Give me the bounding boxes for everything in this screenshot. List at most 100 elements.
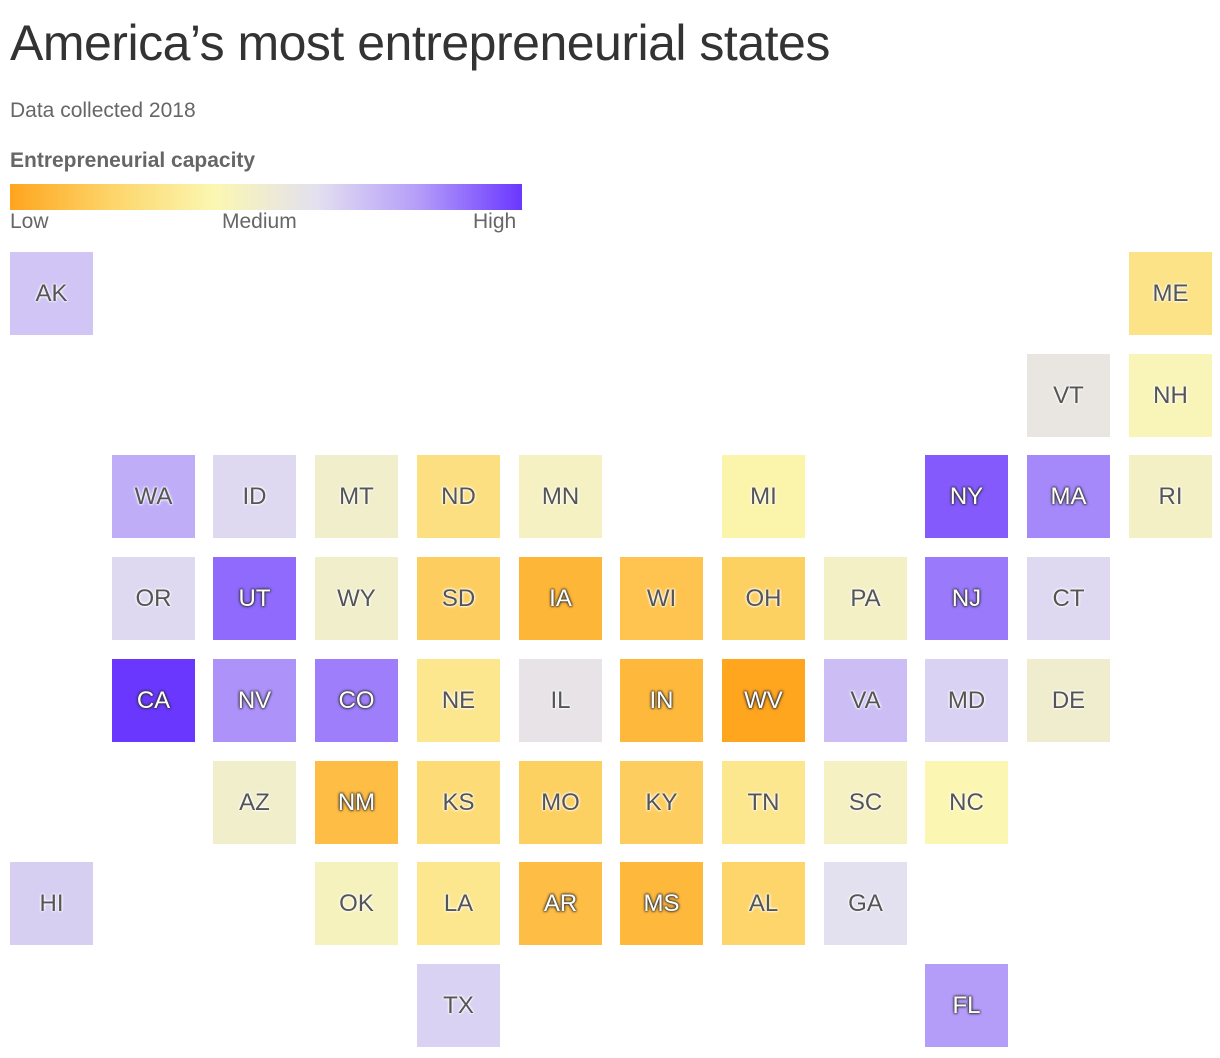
state-tile-wa: WA xyxy=(112,455,195,538)
state-tile-id: ID xyxy=(213,455,296,538)
state-tile-sc: SC xyxy=(824,761,907,844)
state-tile-al: AL xyxy=(722,862,805,945)
state-tile-sd: SD xyxy=(417,557,500,640)
state-label: SD xyxy=(441,584,476,612)
legend-title: Entrepreneurial capacity xyxy=(10,149,256,172)
state-label: MS xyxy=(643,889,680,917)
state-tile-mo: MO xyxy=(519,761,602,844)
state-tile-wy: WY xyxy=(315,557,398,640)
state-label: KS xyxy=(442,788,475,816)
state-tile-fl: FL xyxy=(925,964,1008,1047)
state-tile-az: AZ xyxy=(213,761,296,844)
state-tile-ia: IA xyxy=(519,557,602,640)
state-label: MO xyxy=(541,788,580,816)
state-tile-ak: AK xyxy=(10,252,93,335)
state-label: GA xyxy=(848,889,883,917)
state-label: LA xyxy=(443,889,474,917)
state-tile-vt: VT xyxy=(1027,354,1110,437)
state-tile-la: LA xyxy=(417,862,500,945)
state-label: MI xyxy=(750,482,777,510)
state-tile-mi: MI xyxy=(722,455,805,538)
state-label: IN xyxy=(649,686,674,714)
state-label: AK xyxy=(35,279,68,307)
chart-title: America’s most entrepreneurial states xyxy=(10,15,830,71)
state-label: WV xyxy=(744,686,783,714)
state-tile-ne: NE xyxy=(417,659,500,742)
state-label: CO xyxy=(338,686,375,714)
state-label: AL xyxy=(748,889,779,917)
state-tile-ca: CA xyxy=(112,659,195,742)
state-tile-or: OR xyxy=(112,557,195,640)
chart-subtitle: Data collected 2018 xyxy=(10,99,196,122)
state-label: WI xyxy=(646,584,677,612)
state-tile-md: MD xyxy=(925,659,1008,742)
legend-label-medium: Medium xyxy=(222,210,297,233)
state-label: MD xyxy=(947,686,986,714)
state-tile-de: DE xyxy=(1027,659,1110,742)
state-label: VT xyxy=(1053,381,1084,409)
state-label: TN xyxy=(747,788,780,816)
state-tile-ar: AR xyxy=(519,862,602,945)
state-label: NC xyxy=(949,788,984,816)
state-label: OK xyxy=(339,889,374,917)
state-label: AR xyxy=(543,889,578,917)
state-label: CA xyxy=(136,686,171,714)
state-label: ME xyxy=(1152,279,1189,307)
state-label: CT xyxy=(1052,584,1085,612)
state-tile-va: VA xyxy=(824,659,907,742)
state-tile-nm: NM xyxy=(315,761,398,844)
legend-label-low: Low xyxy=(10,210,49,233)
state-tile-ms: MS xyxy=(620,862,703,945)
state-tile-co: CO xyxy=(315,659,398,742)
state-label: UT xyxy=(238,584,271,612)
state-label: NJ xyxy=(951,584,982,612)
state-tile-oh: OH xyxy=(722,557,805,640)
state-tile-in: IN xyxy=(620,659,703,742)
state-tile-ct: CT xyxy=(1027,557,1110,640)
state-tile-nj: NJ xyxy=(925,557,1008,640)
state-label: VA xyxy=(850,686,881,714)
state-tile-hi: HI xyxy=(10,862,93,945)
state-tile-wv: WV xyxy=(722,659,805,742)
state-label: TX xyxy=(443,991,474,1019)
state-tile-il: IL xyxy=(519,659,602,742)
state-tile-ok: OK xyxy=(315,862,398,945)
state-label: FL xyxy=(952,991,981,1019)
state-label: ND xyxy=(441,482,476,510)
state-tile-ky: KY xyxy=(620,761,703,844)
state-tile-ga: GA xyxy=(824,862,907,945)
state-label: IA xyxy=(549,584,572,612)
state-label: SC xyxy=(848,788,883,816)
state-label: NH xyxy=(1153,381,1188,409)
legend-color-scale xyxy=(10,184,522,210)
state-tile-ut: UT xyxy=(213,557,296,640)
state-label: DE xyxy=(1051,686,1086,714)
state-tile-ma: MA xyxy=(1027,455,1110,538)
state-tile-tn: TN xyxy=(722,761,805,844)
state-label: WY xyxy=(337,584,376,612)
state-tile-ri: RI xyxy=(1129,455,1212,538)
state-tile-nc: NC xyxy=(925,761,1008,844)
legend-label-high: High xyxy=(473,210,517,233)
state-label: IL xyxy=(550,686,571,714)
state-label: HI xyxy=(39,889,64,917)
state-label: MT xyxy=(339,482,374,510)
state-tile-mt: MT xyxy=(315,455,398,538)
state-label: NM xyxy=(337,788,376,816)
state-tile-ks: KS xyxy=(417,761,500,844)
state-tile-ny: NY xyxy=(925,455,1008,538)
state-label: MN xyxy=(541,482,580,510)
state-label: WA xyxy=(134,482,173,510)
state-tile-me: ME xyxy=(1129,252,1212,335)
state-tile-nh: NH xyxy=(1129,354,1212,437)
state-label: NE xyxy=(441,686,476,714)
state-tile-nv: NV xyxy=(213,659,296,742)
state-label: ID xyxy=(242,482,267,510)
state-label: NV xyxy=(237,686,272,714)
state-tile-pa: PA xyxy=(824,557,907,640)
state-label: MA xyxy=(1050,482,1087,510)
state-label: KY xyxy=(645,788,678,816)
state-label: OH xyxy=(745,584,782,612)
state-tile-tx: TX xyxy=(417,964,500,1047)
state-tile-mn: MN xyxy=(519,455,602,538)
